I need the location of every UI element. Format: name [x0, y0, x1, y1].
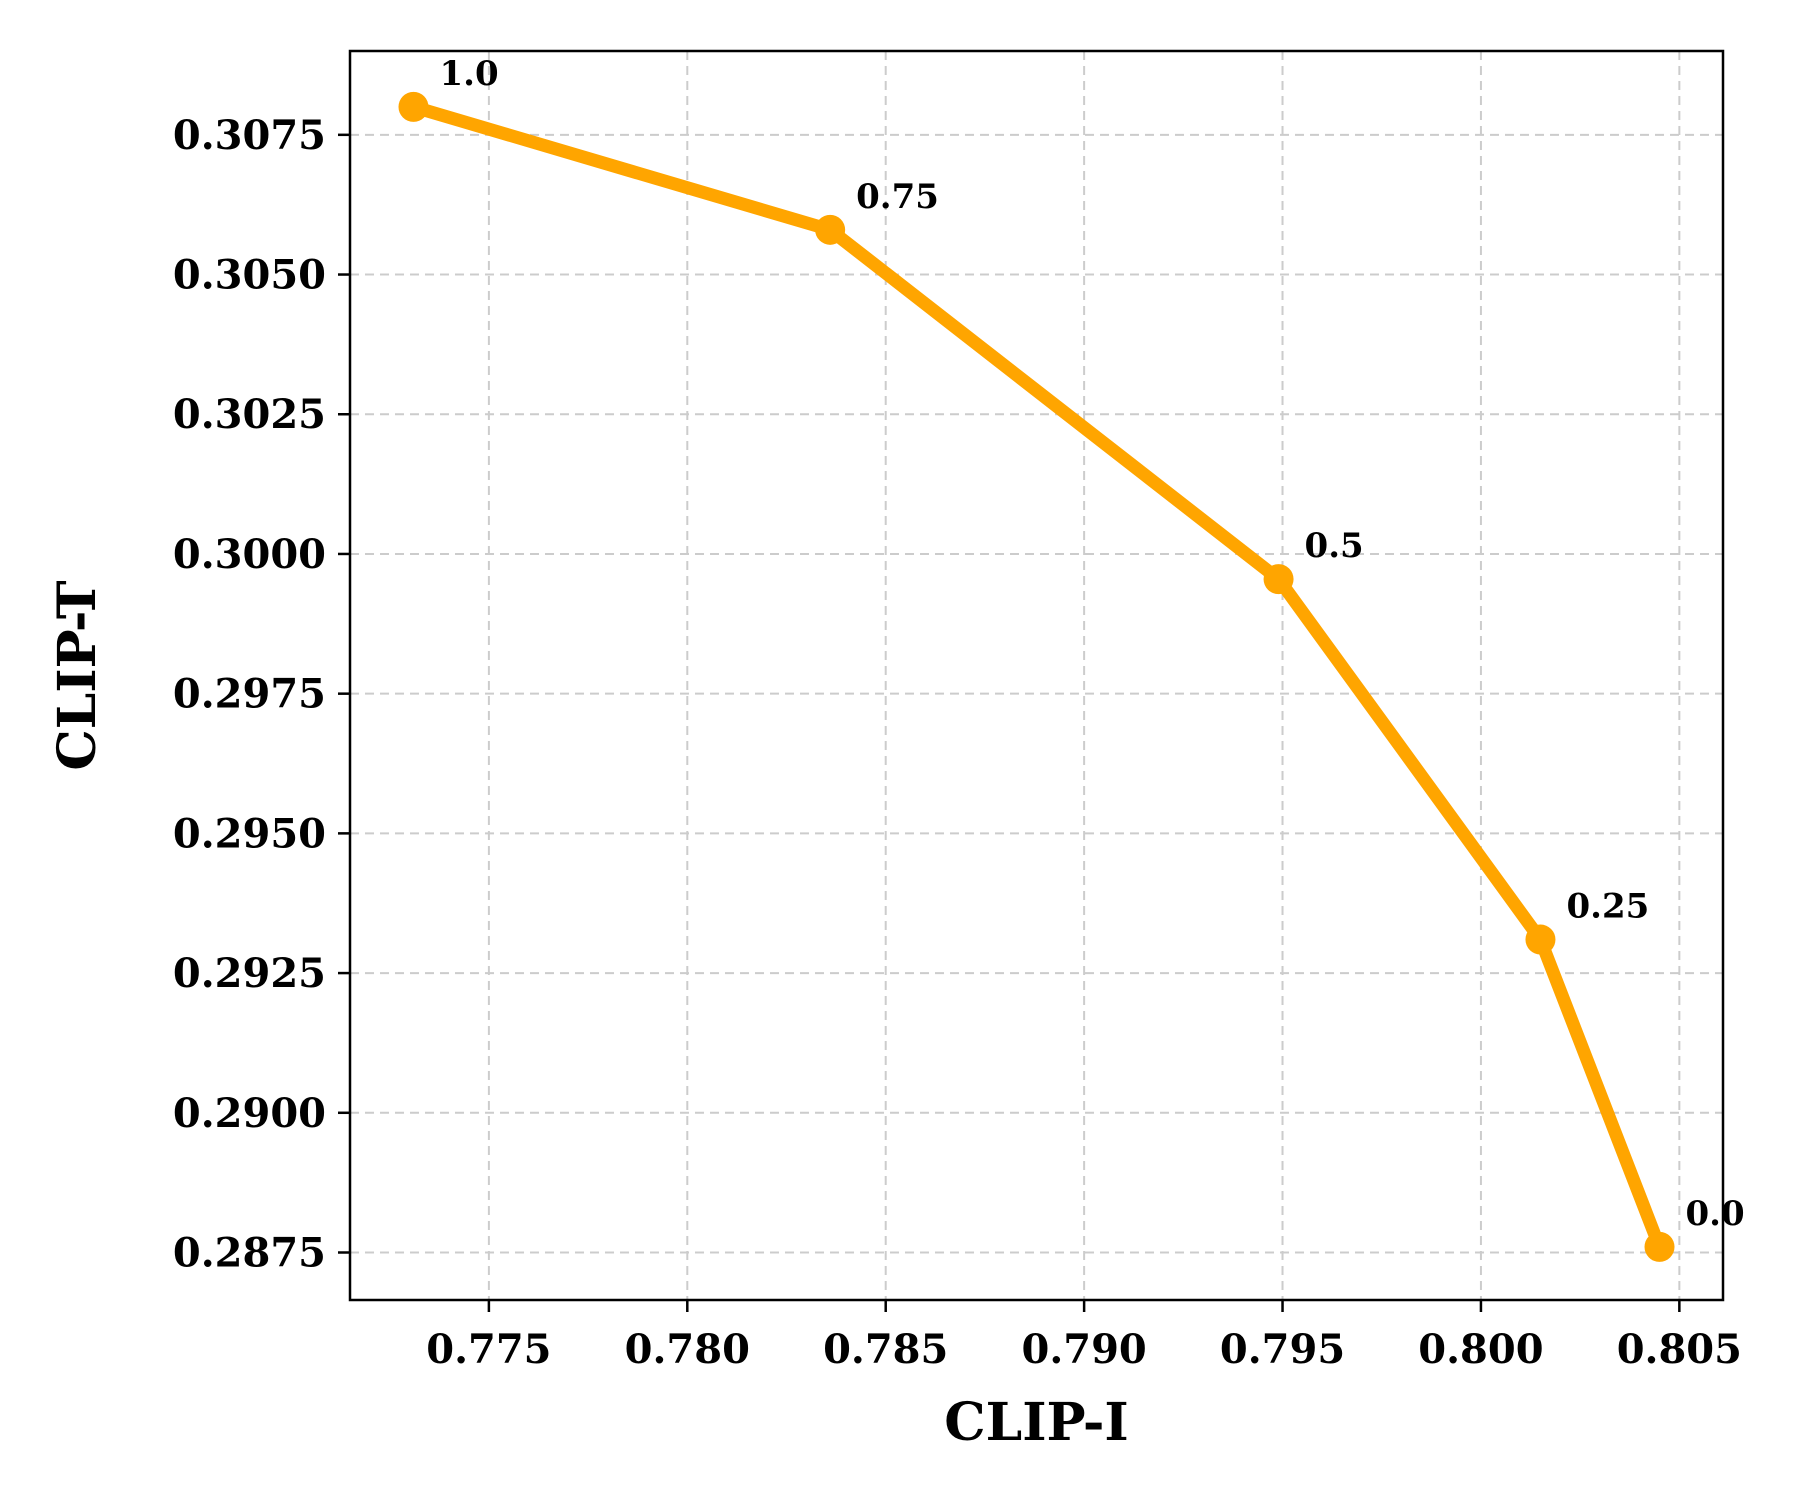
data-point-label: 0.0	[1686, 1194, 1745, 1234]
x-axis-title: CLIP-I	[944, 1392, 1128, 1453]
y-tick-label: 0.2875	[173, 1229, 326, 1276]
y-tick-label: 0.2900	[173, 1090, 326, 1137]
series: 1.0 0.75 0.5 0.25 0.0	[398, 54, 1745, 1262]
x-tick-label: 0.805	[1617, 1326, 1742, 1373]
y-axis-title: CLIP-T	[47, 580, 108, 771]
y-tick-label: 0.3000	[173, 531, 326, 578]
y-tick-label: 0.2975	[173, 671, 326, 718]
x-tick-label: 0.780	[625, 1326, 750, 1373]
y-tick-label: 0.3025	[173, 391, 326, 438]
data-point-label: 0.25	[1566, 887, 1649, 927]
data-point-label: 0.75	[856, 177, 939, 217]
y-tick-label: 0.2925	[173, 950, 326, 997]
data-point	[1644, 1231, 1675, 1262]
data-point	[1525, 924, 1556, 955]
series-line	[406, 100, 1667, 1254]
data-point	[1263, 564, 1294, 595]
x-tick-label: 0.790	[1021, 1326, 1146, 1373]
data-point	[815, 214, 846, 245]
data-point	[398, 91, 429, 122]
plot-frame	[348, 49, 1725, 1302]
y-tick-label: 0.3075	[173, 112, 326, 159]
x-tick-label: 0.795	[1220, 1326, 1345, 1373]
y-tick-label: 0.2950	[173, 810, 326, 857]
data-point-label: 0.5	[1305, 526, 1364, 566]
ticks: 0.775 0.780 0.785 0.790 0.795 0.800 0.805 0.287…	[173, 112, 1742, 1373]
x-tick-label: 0.785	[823, 1326, 948, 1373]
x-tick-label: 0.800	[1418, 1326, 1543, 1373]
data-point-label: 1.0	[439, 54, 498, 94]
grid	[350, 51, 1723, 1300]
x-tick-label: 0.775	[426, 1326, 551, 1373]
y-tick-label: 0.3050	[173, 252, 326, 299]
